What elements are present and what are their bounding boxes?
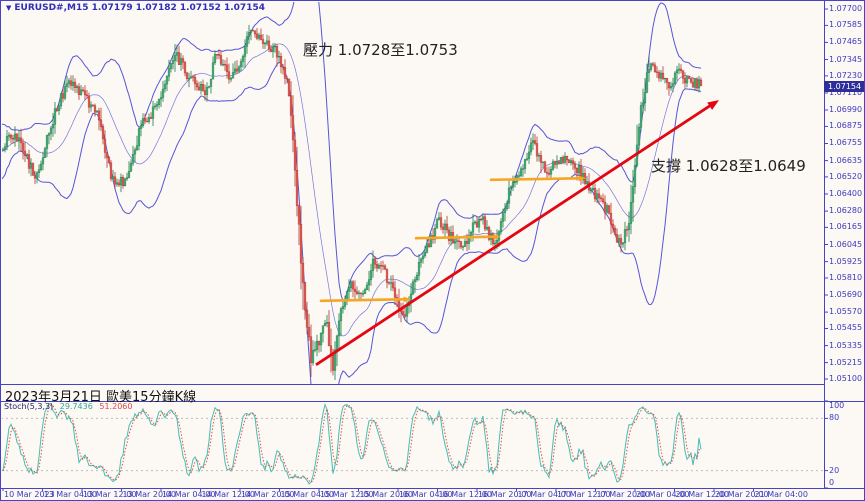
price-axis-tick[interactable]: 1.06045 bbox=[829, 239, 863, 249]
stoch-axis-tick: 20 bbox=[829, 465, 840, 475]
support-annotation: 支撐 1.0628至1.0649 bbox=[651, 157, 806, 175]
date-axis-tick[interactable]: 16 Mar 04:00 bbox=[399, 490, 453, 499]
date-axis-tick[interactable]: 17 Mar 20:00 bbox=[596, 490, 650, 499]
stochastic-label: Stoch(5,3,3) 29.7436 51.2060 bbox=[4, 403, 132, 411]
price-axis-tick[interactable]: 1.05455 bbox=[829, 323, 863, 333]
date-axis-tick[interactable]: 14 Mar 12:00 bbox=[201, 490, 255, 499]
price-axis-tick[interactable]: 1.06400 bbox=[829, 189, 863, 198]
price-axis-tick[interactable]: 1.06755 bbox=[829, 138, 863, 148]
price-axis-tick[interactable]: 1.07230 bbox=[829, 70, 863, 80]
chart-dropdown-icon[interactable]: ▼ bbox=[6, 4, 12, 12]
price-axis-tick[interactable]: 1.05690 bbox=[829, 290, 863, 300]
price-axis-tick[interactable]: 1.05810 bbox=[829, 272, 863, 282]
price-axis-tick[interactable]: 1.06520 bbox=[829, 171, 863, 181]
price-axis-tick[interactable]: 1.06165 bbox=[829, 222, 863, 232]
date-axis-tick[interactable]: 16 Mar 12:00 bbox=[438, 490, 492, 499]
date-axis-tick[interactable]: 21 Mar 04:00 bbox=[754, 490, 808, 499]
stoch-axis-tick: 100 bbox=[829, 401, 845, 410]
date-axis-tick[interactable]: 14 Mar 20:00 bbox=[241, 490, 295, 499]
stochastic-d-value: 51.2060 bbox=[99, 402, 133, 411]
date-axis-tick[interactable]: 20 Mar 12:00 bbox=[675, 490, 729, 499]
resistance-annotation: 壓力 1.0728至1.0753 bbox=[303, 41, 458, 59]
date-caption: 2023年3月21日 歐美15分鐘K線 bbox=[5, 390, 197, 405]
stoch-axis-tick: 0 bbox=[829, 478, 835, 487]
price-axis-tick[interactable]: 1.05215 bbox=[829, 357, 863, 367]
stoch-axis-tick: 80 bbox=[829, 413, 840, 423]
price-axis-tick[interactable]: 1.05925 bbox=[829, 256, 863, 266]
main-chart-bottom-divider bbox=[1, 384, 824, 385]
chart-title: ▼ EURUSD#,M15 1.07179 1.07182 1.07152 1.0… bbox=[6, 3, 265, 13]
date-axis-tick[interactable]: 13 Mar 12:00 bbox=[83, 490, 137, 499]
price-axis-tick[interactable]: 1.07110 bbox=[829, 87, 863, 97]
stochastic-name: Stoch(5,3,3) bbox=[4, 402, 54, 411]
price-axis-tick[interactable]: 1.07345 bbox=[829, 54, 863, 64]
date-axis-tick[interactable]: 13 Mar 20:00 bbox=[122, 490, 176, 499]
price-axis-tick[interactable]: 1.06875 bbox=[829, 121, 863, 131]
date-axis-tick[interactable]: 10 Mar 2023 bbox=[4, 490, 55, 499]
stochastic-k-value: 29.7436 bbox=[59, 402, 93, 411]
date-axis-tick[interactable]: 15 Mar 04:00 bbox=[280, 490, 334, 499]
price-axis-tick[interactable]: 1.07465 bbox=[829, 37, 863, 47]
date-axis-tick[interactable]: 17 Mar 04:00 bbox=[517, 490, 571, 499]
current-price-badge: 1.07154 bbox=[824, 81, 864, 93]
indicator-panel-divider[interactable] bbox=[1, 401, 864, 402]
price-axis-tick[interactable]: 1.05335 bbox=[829, 340, 863, 350]
date-axis-tick[interactable]: 15 Mar 12:00 bbox=[320, 490, 374, 499]
date-axis-tick[interactable]: 14 Mar 04:00 bbox=[162, 490, 216, 499]
date-axis-tick[interactable]: 20 Mar 20:00 bbox=[715, 490, 769, 499]
date-axis-divider bbox=[1, 488, 864, 489]
price-axis-tick[interactable]: 1.07585 bbox=[829, 20, 863, 30]
date-axis-tick[interactable]: 15 Mar 20:00 bbox=[359, 490, 413, 499]
price-axis-tick[interactable]: 1.06990 bbox=[829, 105, 863, 115]
date-axis-tick[interactable]: 17 Mar 12:00 bbox=[557, 490, 611, 499]
chart-title-text: EURUSD#,M15 1.07179 1.07182 1.07152 1.07… bbox=[14, 3, 265, 13]
price-axis-tick[interactable]: 1.05570 bbox=[829, 307, 863, 317]
price-axis-tick[interactable]: 1.05100 bbox=[829, 374, 863, 383]
date-axis-tick[interactable]: 13 Mar 04:00 bbox=[43, 490, 97, 499]
price-axis-divider bbox=[824, 1, 825, 488]
price-axis-tick[interactable]: 1.07700 bbox=[829, 4, 863, 13]
price-axis-tick[interactable]: 1.06635 bbox=[829, 155, 863, 165]
date-axis-tick[interactable]: 20 Mar 04:00 bbox=[636, 490, 690, 499]
price-axis-tick[interactable]: 1.06280 bbox=[829, 206, 863, 216]
date-axis-tick[interactable]: 16 Mar 20:00 bbox=[478, 490, 532, 499]
